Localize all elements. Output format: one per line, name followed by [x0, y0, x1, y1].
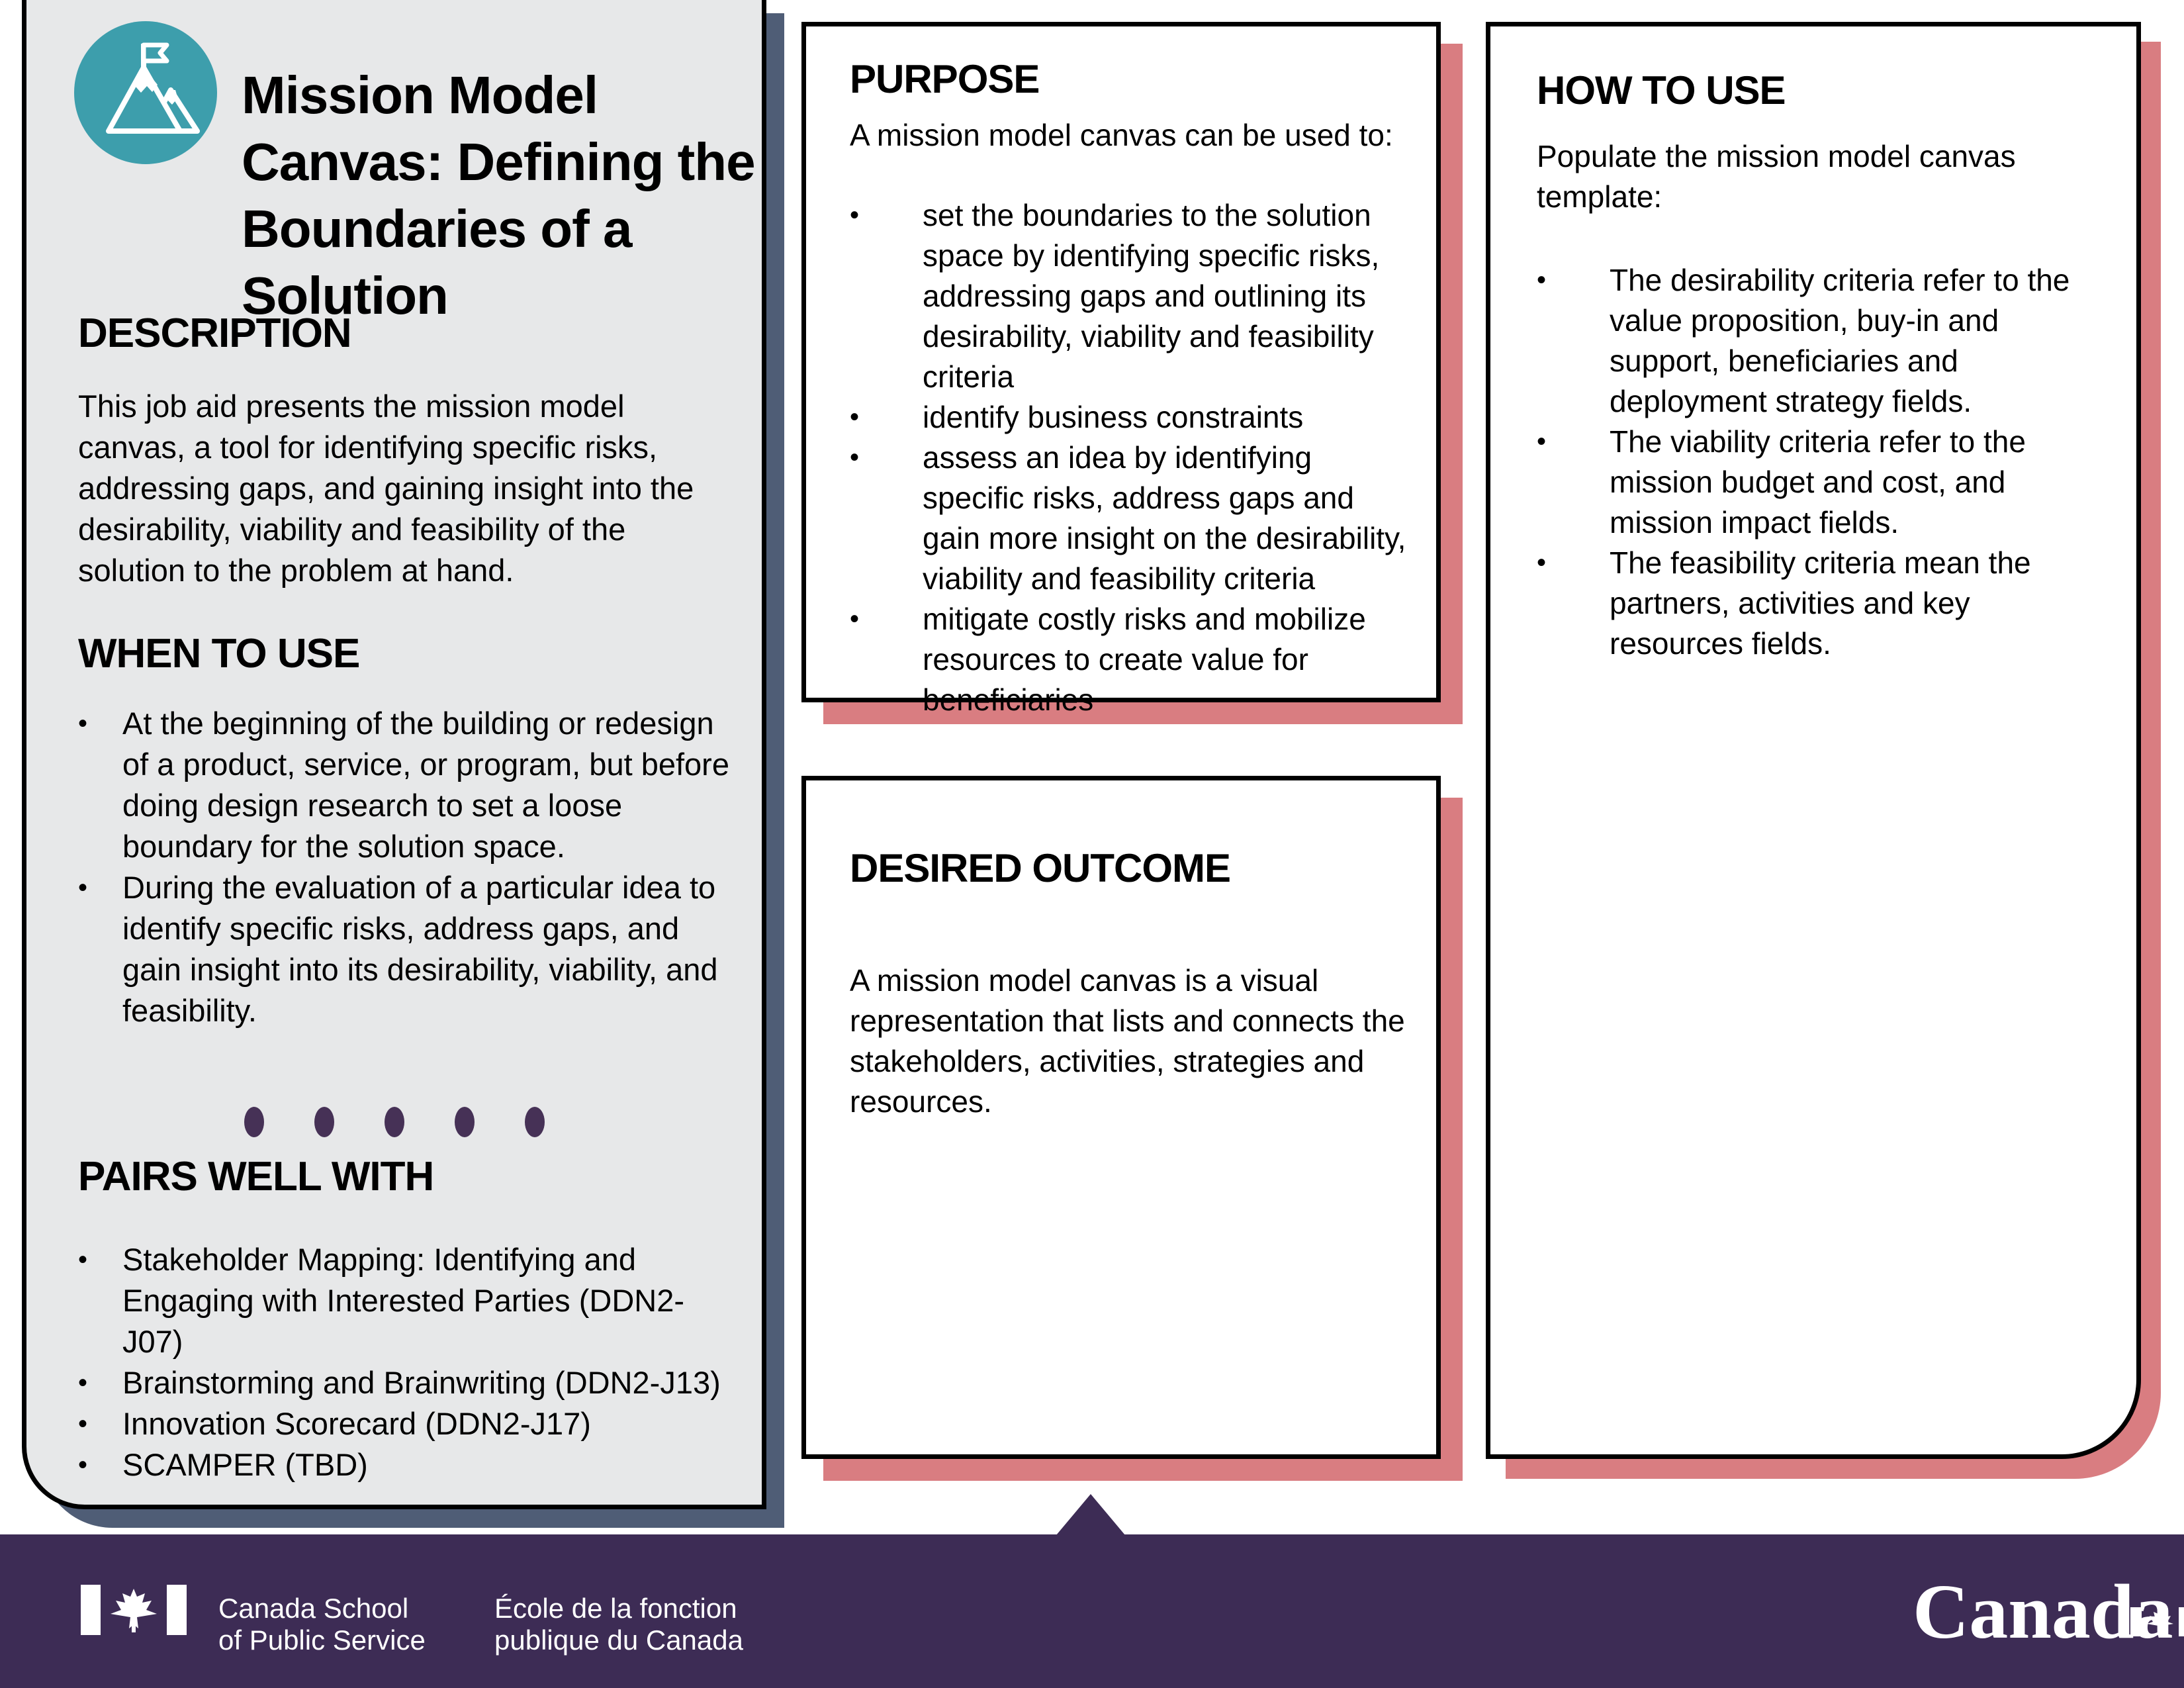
bullet-icon: • [78, 873, 88, 902]
list-item: • set the boundaries to the solution spa… [850, 195, 1418, 397]
dept-en-line1: Canada School [218, 1593, 409, 1624]
footer-notch-triangle [1056, 1494, 1125, 1535]
dot-icon [454, 1107, 475, 1137]
how-to-use-intro: Populate the mission model canvas templa… [1537, 139, 2016, 214]
bullet-icon: • [78, 709, 88, 738]
desired-outcome-card: DESIRED OUTCOME A mission model canvas i… [801, 776, 1441, 1459]
dot-icon [524, 1107, 545, 1137]
bullet-icon: • [78, 1450, 88, 1479]
purpose-card: PURPOSE A mission model canvas can be us… [801, 22, 1441, 717]
bullet-icon: • [850, 443, 860, 472]
page-title: Mission Model Canvas: Defining the Bound… [242, 65, 756, 325]
list-item: • mitigate costly risks and mobilize res… [850, 599, 1418, 720]
how-to-use-heading: HOW TO USE [1537, 68, 1786, 113]
footer-bar: Canada School of Public Service École de… [0, 1534, 2184, 1688]
canada-flag-icon [81, 1585, 187, 1638]
list-item: • The viability criteria refer to the mi… [1537, 422, 2106, 543]
dot-icon [314, 1107, 334, 1137]
pairs-well-with-list: • Stakeholder Mapping: Identifying and E… [78, 1239, 743, 1485]
dots-separator [26, 1107, 762, 1141]
list-item: • During the evaluation of a particular … [78, 867, 730, 1031]
list-item: • At the beginning of the building or re… [78, 703, 730, 867]
canada-wordmark-flag-icon [2130, 1571, 2184, 1650]
canada-wordmark-text: Canada [1913, 1568, 2173, 1655]
bullet-icon: • [850, 402, 860, 432]
when-to-use-heading: WHEN TO USE [78, 631, 360, 677]
list-item: • The feasibility criteria mean the part… [1537, 543, 2106, 664]
list-item: • Innovation Scorecard (DDN2-J17) [78, 1403, 743, 1444]
bullet-icon: • [1537, 265, 1547, 295]
purpose-intro: A mission model canvas can be used to: [850, 118, 1393, 152]
when-to-use-list: • At the beginning of the building or re… [78, 703, 730, 1031]
bullet-icon: • [78, 1368, 88, 1397]
purpose-heading: PURPOSE [850, 57, 1040, 101]
list-item: • SCAMPER (TBD) [78, 1444, 743, 1485]
bullet-icon: • [1537, 427, 1547, 456]
canada-wordmark: Canada [1913, 1573, 2184, 1651]
pairs-well-with-heading: PAIRS WELL WITH [78, 1154, 434, 1199]
bullet-icon: • [1537, 548, 1547, 577]
mountain-flag-icon [74, 21, 217, 164]
desired-outcome-body: A mission model canvas is a visual repre… [850, 963, 1405, 1119]
dot-icon [244, 1107, 264, 1137]
description-body: This job aid presents the mission model … [78, 389, 694, 588]
bullet-icon: • [850, 604, 860, 633]
how-to-use-list: • The desirability criteria refer to the… [1537, 260, 2106, 664]
dept-name-english: Canada School of Public Service [218, 1593, 426, 1656]
bullet-icon: • [78, 1245, 88, 1274]
dept-name-french: École de la fonction publique du Canada [494, 1593, 743, 1656]
bullet-icon: • [850, 201, 860, 230]
list-item: • assess an idea by identifying specific… [850, 438, 1418, 599]
how-to-use-card: HOW TO USE Populate the mission model ca… [1486, 22, 2141, 1459]
list-item: • The desirability criteria refer to the… [1537, 260, 2106, 422]
list-item: • Stakeholder Mapping: Identifying and E… [78, 1239, 743, 1362]
list-item: • identify business constraints [850, 397, 1418, 438]
left-panel: Mission Model Canvas: Defining the Bound… [22, 0, 766, 1509]
list-item: • Brainstorming and Brainwriting (DDN2-J… [78, 1362, 743, 1403]
purpose-list: • set the boundaries to the solution spa… [850, 195, 1418, 720]
dot-icon [384, 1107, 404, 1137]
dept-fr-line2: publique du Canada [494, 1624, 743, 1656]
dept-en-line2: of Public Service [218, 1624, 426, 1656]
desired-outcome-heading: DESIRED OUTCOME [850, 846, 1231, 890]
description-heading: DESCRIPTION [78, 310, 352, 356]
bullet-icon: • [78, 1409, 88, 1438]
dept-fr-line1: École de la fonction [494, 1593, 737, 1624]
